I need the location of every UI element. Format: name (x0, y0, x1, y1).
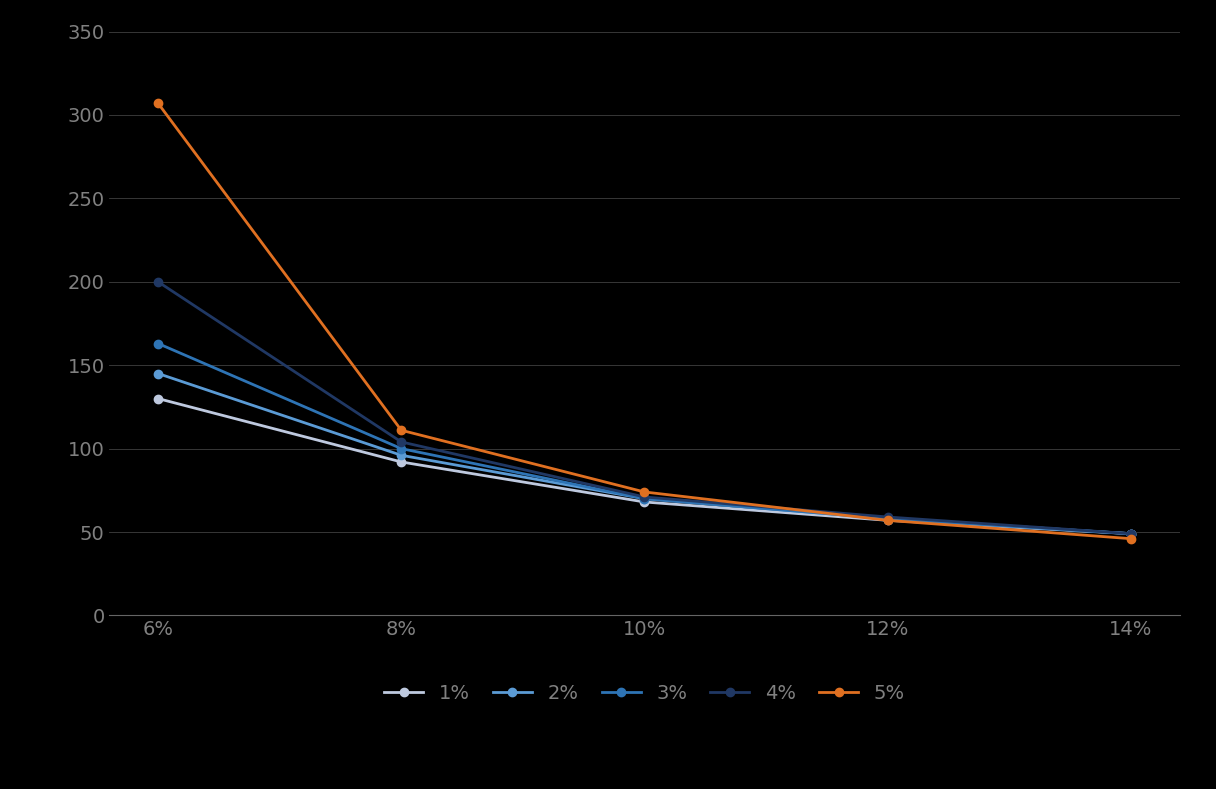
4% (880, 512, 895, 522)
5% (151, 99, 165, 108)
Line: 2%: 2% (154, 369, 1135, 538)
4% (394, 437, 409, 447)
2% (151, 368, 165, 378)
2% (637, 494, 652, 503)
1% (637, 497, 652, 507)
2% (394, 451, 409, 460)
2% (1124, 529, 1138, 538)
1% (880, 515, 895, 525)
5% (394, 425, 409, 435)
Line: 4%: 4% (154, 278, 1135, 538)
5% (880, 515, 895, 525)
5% (1124, 534, 1138, 544)
3% (880, 514, 895, 523)
4% (637, 492, 652, 502)
4% (1124, 529, 1138, 538)
3% (394, 444, 409, 454)
1% (151, 394, 165, 403)
Legend: 1%, 2%, 3%, 4%, 5%: 1%, 2%, 3%, 4%, 5% (377, 676, 912, 711)
4% (151, 277, 165, 286)
5% (637, 488, 652, 497)
1% (394, 457, 409, 466)
1% (1124, 529, 1138, 538)
2% (880, 514, 895, 523)
3% (637, 494, 652, 503)
Line: 1%: 1% (154, 394, 1135, 538)
3% (151, 338, 165, 348)
Line: 3%: 3% (154, 339, 1135, 538)
Line: 5%: 5% (154, 99, 1135, 543)
3% (1124, 529, 1138, 538)
